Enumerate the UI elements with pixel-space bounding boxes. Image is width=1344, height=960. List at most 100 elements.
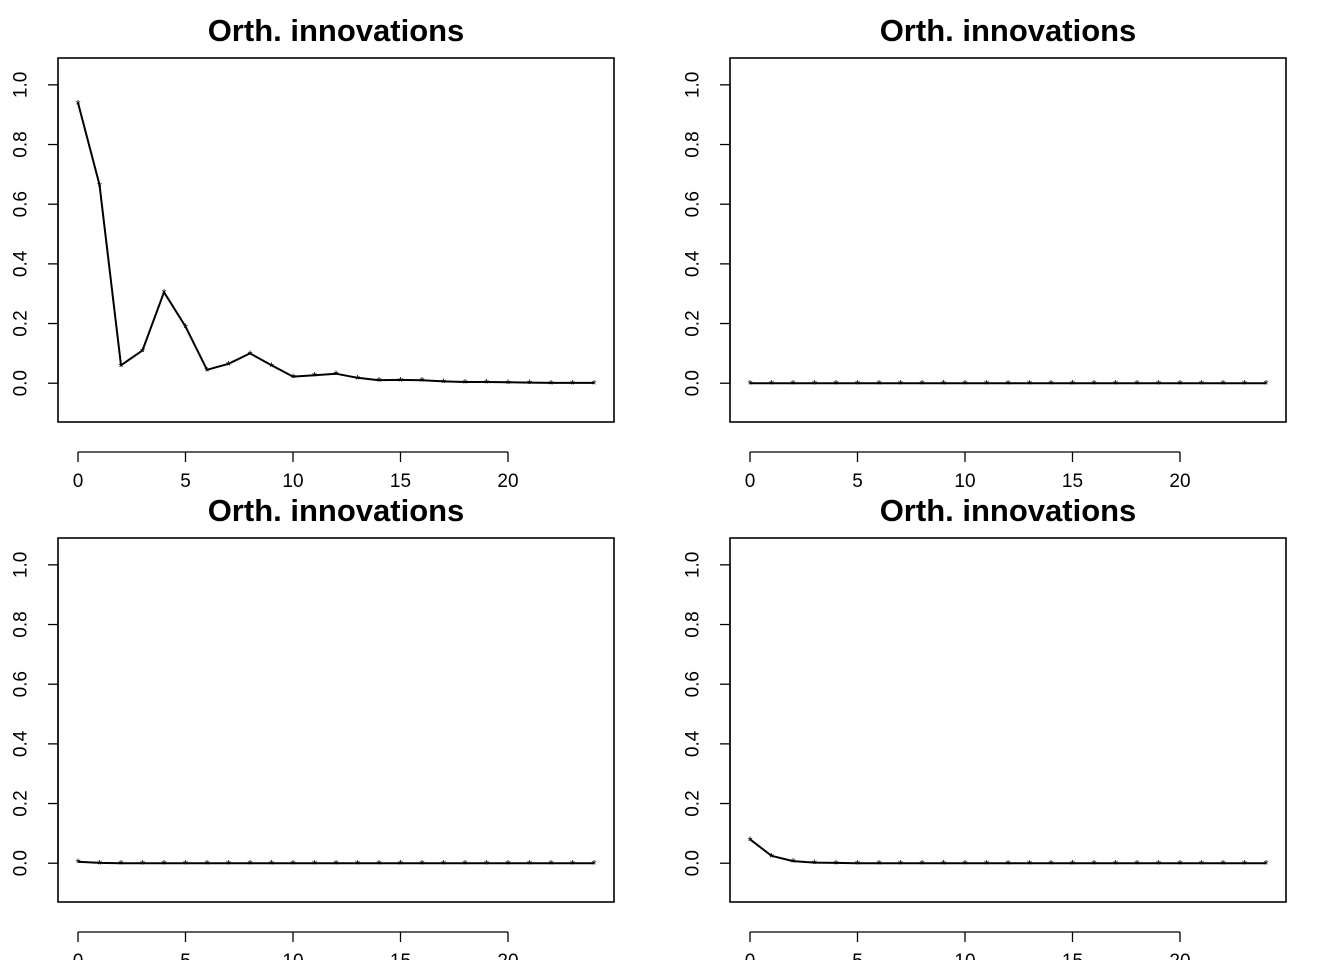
data-point: * (1091, 857, 1096, 872)
data-point: * (75, 856, 80, 871)
y-tick-label: 0.0 (11, 370, 32, 396)
data-point: * (161, 286, 166, 301)
chart-title: Orth. innovations (880, 13, 1137, 48)
data-point: * (1005, 377, 1010, 392)
x-tick-label: 5 (180, 951, 191, 960)
series-line (77, 102, 594, 384)
series-line (77, 860, 594, 865)
data-point: * (1177, 857, 1182, 872)
x-tick-label: 20 (497, 951, 518, 960)
y-tick-label: 1.0 (11, 552, 32, 578)
data-point: * (419, 857, 424, 872)
y-tick-label: 1.0 (11, 72, 32, 98)
data-point: * (1220, 377, 1225, 392)
y-tick-label: 0.8 (683, 611, 704, 637)
data-point: * (1199, 377, 1204, 392)
data-point: * (1027, 377, 1032, 392)
chart-title: Orth. innovations (208, 13, 465, 48)
chart-title: Orth. innovations (208, 493, 465, 528)
data-point: * (333, 857, 338, 872)
data-point: * (591, 377, 596, 392)
y-tick-label: 0.6 (11, 191, 32, 217)
data-point: * (941, 377, 946, 392)
data-point: * (919, 857, 924, 872)
data-point: * (441, 857, 446, 872)
data-point: * (1027, 857, 1032, 872)
data-point: * (941, 857, 946, 872)
data-point: * (355, 857, 360, 872)
data-point: * (812, 857, 817, 872)
data-point: * (247, 857, 252, 872)
data-point: * (1070, 377, 1075, 392)
x-tick-label: 0 (73, 471, 84, 492)
data-point: * (527, 377, 532, 392)
x-tick-label: 5 (180, 471, 191, 492)
y-tick-label: 0.2 (11, 790, 32, 816)
data-point: * (833, 377, 838, 392)
data-point: * (1156, 377, 1161, 392)
x-tick-label: 15 (390, 471, 411, 492)
data-point: * (247, 347, 252, 362)
plot-frame (729, 57, 1287, 423)
series-line (749, 838, 1266, 865)
data-point: * (1113, 857, 1118, 872)
data-point: * (204, 364, 209, 379)
data-point: * (1242, 377, 1247, 392)
data-point: * (462, 857, 467, 872)
y-tick-label: 0.6 (11, 671, 32, 697)
data-point: * (591, 857, 596, 872)
data-point: * (984, 377, 989, 392)
data-point: * (1156, 857, 1161, 872)
data-point: * (462, 376, 467, 391)
data-point: * (855, 857, 860, 872)
y-tick-label: 0.0 (683, 850, 704, 876)
data-point: * (290, 371, 295, 386)
x-tick-label: 5 (852, 951, 863, 960)
data-point: * (962, 377, 967, 392)
data-point: * (548, 377, 553, 392)
chart-panel-3: Orth. innovations 0 5 10 15 20 0.0 0.2 0.4 0.6 0.8… (11, 493, 615, 960)
y-tick-label: 0.8 (683, 131, 704, 157)
data-point: * (1263, 857, 1268, 872)
data-point: * (898, 857, 903, 872)
data-point: * (1005, 857, 1010, 872)
data-point: * (484, 857, 489, 872)
data-point: * (183, 857, 188, 872)
data-point: * (118, 857, 123, 872)
data-point: * (1134, 857, 1139, 872)
y-tick-label: 0.4 (11, 250, 32, 277)
data-point: * (376, 857, 381, 872)
data-point: * (1070, 857, 1075, 872)
x-tick-label: 0 (73, 951, 84, 960)
data-point: * (376, 374, 381, 389)
x-tick-label: 0 (745, 951, 756, 960)
data-point: * (812, 377, 817, 392)
data-point: * (226, 857, 231, 872)
data-point: * (398, 374, 403, 389)
x-tick-label: 0 (745, 471, 756, 492)
y-tick-label: 0.2 (11, 310, 32, 336)
chart-panel-4: Orth. innovations 0 5 10 15 20 0.0 0.2 0.4 0.6 0.8… (683, 493, 1287, 960)
data-point: * (204, 857, 209, 872)
x-tick-label: 15 (1062, 951, 1083, 960)
x-tick-label: 20 (1169, 951, 1190, 960)
y-tick-label: 1.0 (683, 72, 704, 98)
data-point: * (355, 372, 360, 387)
data-point: * (962, 857, 967, 872)
y-tick-label: 0.8 (11, 131, 32, 157)
data-point: * (1048, 377, 1053, 392)
data-point: * (226, 358, 231, 373)
data-point: * (161, 857, 166, 872)
data-point: * (269, 857, 274, 872)
data-point: * (570, 857, 575, 872)
y-tick-label: 0.4 (11, 730, 32, 757)
x-tick-label: 15 (390, 951, 411, 960)
data-point: * (1199, 857, 1204, 872)
plot-frame (57, 537, 615, 903)
data-point: * (919, 377, 924, 392)
data-point: * (312, 369, 317, 384)
data-point: * (505, 857, 510, 872)
data-point: * (118, 359, 123, 374)
data-point: * (570, 377, 575, 392)
